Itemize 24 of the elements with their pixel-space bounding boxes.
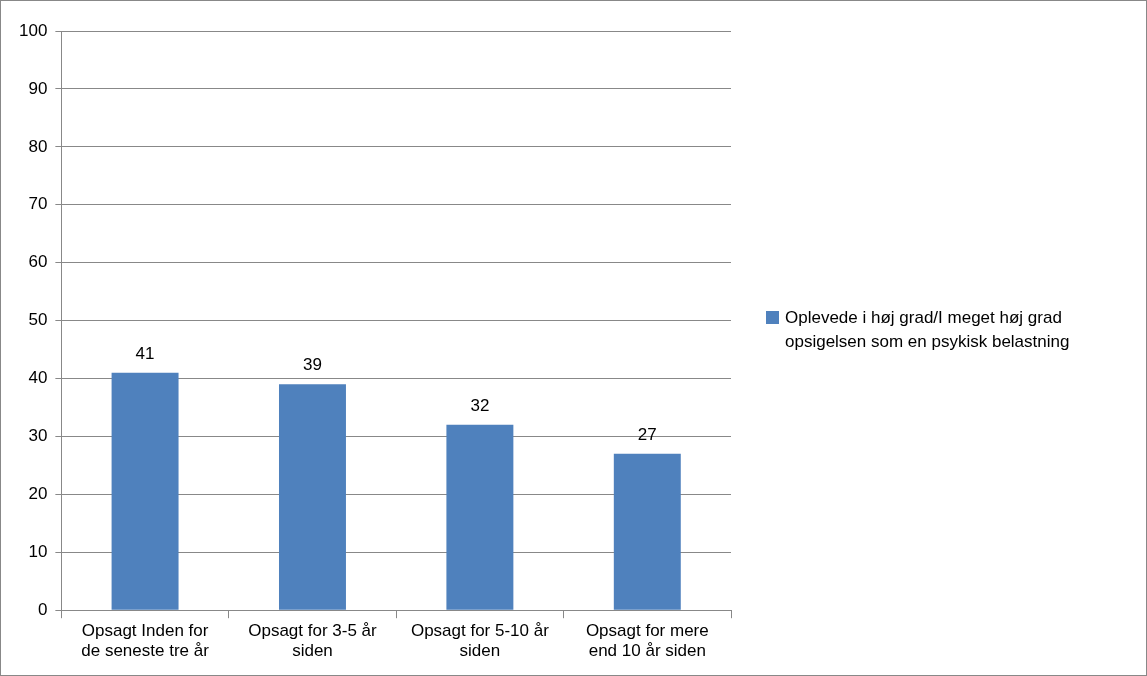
y-tick-label: 30 [28, 426, 48, 446]
bar [613, 453, 681, 610]
y-tick-label: 70 [28, 194, 48, 214]
y-tick-label: 10 [28, 541, 48, 561]
data-label: 39 [303, 355, 322, 375]
x-tick-label: Opsagt for 5-10 år siden [410, 621, 550, 661]
x-tick-label: Opsagt for 3-5 år siden [248, 621, 378, 661]
data-label: 32 [470, 396, 490, 416]
data-label: 41 [135, 343, 155, 363]
y-tick-label: 80 [28, 136, 48, 156]
bar [111, 372, 179, 610]
y-tick-label: 20 [28, 484, 48, 504]
y-tick-label: 40 [28, 368, 48, 388]
y-tick-label: 100 [18, 20, 48, 40]
x-tick-label: Opsagt for mere end 10 år siden [585, 621, 709, 661]
legend-label: Oplevede i høj grad/I meget høj grad opsigelsen som en psykisk belastning [785, 307, 1071, 353]
y-tick-label: 50 [28, 310, 48, 330]
x-tick-label: Opsagt Inden for de seneste tre år [81, 621, 210, 661]
data-label: 27 [637, 425, 657, 444]
bar [446, 424, 514, 610]
y-tick-label: 0 [37, 599, 48, 619]
bar [279, 384, 346, 610]
y-tick-label: 90 [28, 78, 48, 98]
y-tick-label: 60 [28, 252, 48, 272]
